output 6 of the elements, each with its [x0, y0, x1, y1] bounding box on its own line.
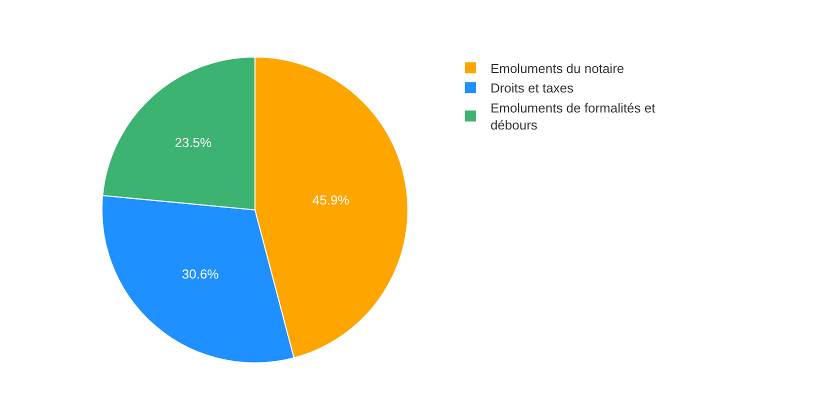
- data-label: 45.9%: [312, 192, 350, 208]
- data-label: 23.5%: [174, 134, 212, 150]
- legend-label: Emoluments du notaire: [490, 60, 624, 76]
- data-label: 30.6%: [182, 266, 220, 282]
- legend-label: Emoluments de formalités et débours: [490, 100, 656, 132]
- legend-label: Droits et taxes: [490, 80, 574, 96]
